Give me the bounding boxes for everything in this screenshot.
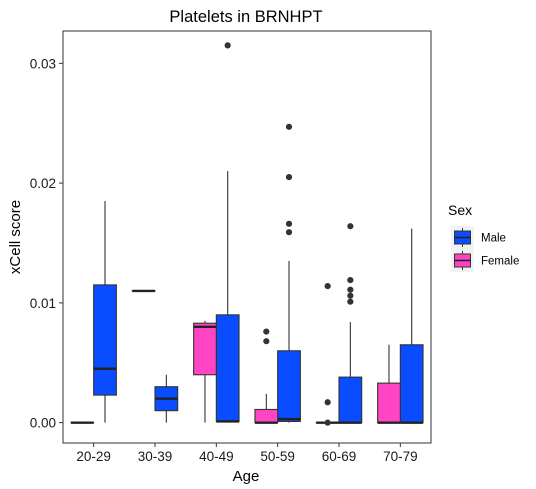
- box-body: [338, 376, 363, 424]
- outlier-point: [285, 229, 293, 236]
- outlier-point: [285, 220, 293, 227]
- male-box-30-39: [154, 374, 179, 423]
- outlier-point: [324, 399, 331, 406]
- legend-label-male: Male: [481, 233, 506, 245]
- outlier-point: [347, 298, 354, 305]
- x-tick-label: 60-69: [322, 449, 357, 464]
- outlier-point: [285, 123, 293, 130]
- x-tick-label: 20-29: [76, 449, 111, 464]
- box-body: [277, 350, 301, 422]
- legend: Sex Male Female: [448, 202, 519, 272]
- outlier-point: [347, 286, 354, 293]
- male-box-60-69: [338, 223, 363, 424]
- y-tick-label: 0.00: [30, 416, 56, 431]
- box-body: [193, 322, 217, 376]
- y-axis: 0.00 0.01 0.02 0.03: [30, 56, 63, 431]
- outlier-point: [324, 419, 331, 426]
- female-box-70-79: [377, 344, 401, 424]
- x-axis-title: Age: [233, 468, 260, 485]
- box-body: [254, 408, 279, 424]
- y-tick-label: 0.03: [30, 56, 56, 71]
- male-box-20-29: [93, 201, 117, 423]
- legend-title: Sex: [448, 202, 472, 218]
- outlier-point: [347, 292, 354, 299]
- box-body: [215, 314, 240, 422]
- chart-title: Platelets in BRNHPT: [169, 8, 322, 26]
- x-tick-label: 30-39: [138, 449, 173, 464]
- outlier-point: [263, 338, 270, 345]
- box-layer: [70, 42, 424, 426]
- female-box-50-59: [254, 328, 279, 424]
- outlier-point: [324, 283, 331, 290]
- x-tick-label: 70-79: [383, 449, 418, 464]
- y-tick-label: 0.02: [30, 176, 56, 191]
- plot-panel: [62, 30, 432, 444]
- x-tick-label: 40-49: [199, 449, 234, 464]
- y-tick-label: 0.01: [30, 296, 56, 311]
- female-box-60-69: [315, 283, 340, 426]
- outlier-point: [263, 328, 270, 335]
- outlier-point: [347, 223, 354, 230]
- box-body: [377, 382, 401, 424]
- legend-label-female: Female: [481, 256, 519, 268]
- y-axis-title: xCell score: [7, 200, 24, 274]
- male-box-40-49: [215, 42, 240, 423]
- x-axis: 20-29 30-39 40-49 50-59 60-69 70-79: [76, 443, 418, 464]
- x-tick-label: 50-59: [260, 449, 295, 464]
- legend-item-male: Male: [451, 226, 506, 249]
- outlier-point: [224, 42, 231, 49]
- outlier-point: [347, 277, 354, 284]
- male-box-50-59: [277, 123, 301, 423]
- box-body: [399, 344, 424, 424]
- legend-item-female: Female: [451, 249, 519, 272]
- box-body: [93, 284, 117, 396]
- female-box-40-49: [193, 320, 217, 423]
- outlier-point: [285, 174, 293, 181]
